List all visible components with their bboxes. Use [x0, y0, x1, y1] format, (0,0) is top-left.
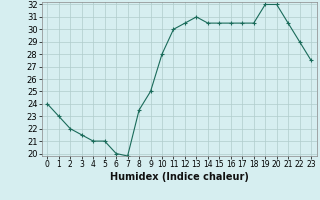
X-axis label: Humidex (Indice chaleur): Humidex (Indice chaleur): [110, 172, 249, 182]
